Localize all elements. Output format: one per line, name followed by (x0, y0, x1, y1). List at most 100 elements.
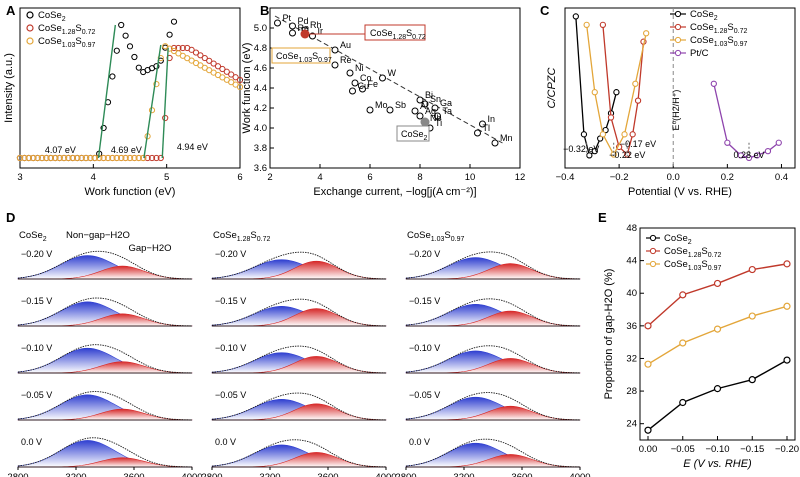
panel-b-point-label: Ti (435, 118, 442, 128)
panel-e-ytick-label: 48 (626, 223, 637, 234)
panel-b-ylabel: Work function (eV) (241, 43, 253, 134)
panel-a-legend-1: CoSe1.28S0.72 (38, 23, 95, 36)
panel-b-ytick-label: 4.4 (254, 83, 267, 94)
panel-e-ytick-label: 28 (626, 386, 637, 397)
panel-c-annotation-2: −0.22 eV (609, 150, 645, 160)
panel-b-ytick-label: 4.2 (254, 103, 267, 114)
panel-b-point-label: Ir (318, 26, 324, 36)
panel-e-ytick-label: 24 (626, 419, 637, 430)
panel-a-marker-2 (153, 81, 160, 88)
panel-a-xtick-label: 5 (164, 172, 169, 183)
panel-b-point-label: Mo (375, 100, 388, 110)
panel-b-highlight-label-1: CoSe1.28S0.72 (370, 28, 426, 41)
panel-b-highlight-cose128 (300, 29, 310, 39)
panel-a-marker-2 (65, 154, 72, 162)
panel-c-marker-2 (599, 131, 607, 138)
panel-c-legend-marker-0 (674, 10, 682, 18)
panel-b-point-ag (416, 112, 424, 120)
panel-b-xtick-label: 12 (515, 172, 526, 183)
panel-e-legend-marker-0 (649, 234, 657, 242)
panel-c-ylabel: C/CPZC (546, 67, 558, 108)
panel-a-marker-1 (179, 44, 186, 52)
panel-c-marker-1 (607, 114, 615, 121)
panel-a-marker-2 (118, 154, 125, 162)
panel-d-potential-label: 0.0 V (215, 437, 236, 447)
panel-e-marker-1 (644, 322, 652, 330)
panel-c-xtick-label: −0.4 (556, 172, 575, 183)
panel-a-xtick-label: 6 (237, 172, 242, 183)
panel-d-raw-spectrum (211, 345, 387, 374)
panel-a-marker-2 (56, 154, 63, 162)
panel-e-ylabel: Proportion of gap-H2O (%) (603, 269, 615, 400)
panel-a-marker-2 (34, 154, 41, 162)
panel-a-marker-2 (30, 154, 37, 162)
panel-b-ytick-label: 4.8 (254, 43, 267, 54)
panel-b-xtick-label: 4 (317, 172, 322, 183)
panel-a-marker-2 (100, 154, 107, 162)
panel-a-annotation-3: 4.94 eV (177, 142, 208, 152)
panel-a-marker-0 (131, 53, 138, 61)
panel-e-legend-1: CoSe1.28S0.72 (664, 246, 721, 259)
panel-e-line-2 (647, 305, 788, 365)
panel-d-potential-label: −0.05 V (215, 390, 246, 400)
panel-e-legend-marker-1 (649, 247, 657, 255)
panel-c-label: C (540, 3, 550, 18)
panel-d-raw-spectrum (405, 251, 581, 280)
panel-b-xlabel: Exchange current, −log[j(A cm⁻²)] (313, 186, 476, 198)
panel-a-marker-1 (206, 57, 213, 64)
panel-a-xtick-label: 3 (17, 172, 22, 183)
panel-b-point-label: Sb (395, 100, 406, 110)
panel-e-xtick-label: −0.05 (671, 444, 695, 455)
panel-d-gap-label: Gap−H2O (128, 243, 171, 254)
panel-e-marker-0 (679, 398, 687, 407)
panel-e-marker-0 (748, 376, 756, 384)
panel-c-legend-marker-2 (674, 36, 682, 44)
panel-b-highlight-label-3: CoSe2 (401, 129, 428, 142)
panel-c-marker-0 (613, 89, 620, 96)
panel-b-point-label: Pd (298, 16, 309, 26)
panel-c-legend-1: CoSe1.28S0.72 (690, 22, 747, 35)
panel-e-ytick-label: 36 (626, 321, 637, 332)
panel-b-ytick-label: 4.6 (254, 63, 267, 74)
panel-a-marker-1 (144, 154, 151, 162)
panel-b-point-label: Ni (355, 63, 364, 73)
panel-b-point-label: Nb (430, 113, 442, 123)
panel-b-point-label: Mn (500, 133, 513, 143)
panel-e-marker-2 (679, 339, 687, 347)
panel-b-point-pt (274, 19, 281, 27)
panel-a-marker-0 (153, 63, 160, 70)
panel-c-xtick-label: 0.2 (721, 172, 734, 183)
panel-a-marker-2 (131, 154, 138, 162)
panel-b-point-fe (359, 85, 366, 93)
panel-e-xtick-label: −0.10 (705, 444, 729, 455)
panel-d-potential-label: 0.0 V (409, 437, 430, 447)
panel-b-point-label: Re (340, 55, 352, 65)
panel-c-e0-label: E⁰(H2/H⁺) (671, 90, 681, 131)
panel-a-marker-2 (47, 154, 54, 162)
panel-d-potential-label: −0.20 V (215, 249, 246, 259)
panel-a-marker-2 (91, 154, 98, 162)
panel-b-highlight-box-2 (271, 47, 331, 64)
panel-a-marker-2 (104, 154, 112, 162)
panel-a-marker-0 (126, 43, 134, 50)
panel-c-marker-0 (591, 148, 598, 155)
panel-a-xlabel: Work function (eV) (85, 186, 176, 198)
panel-d-label: D (6, 210, 15, 225)
panel-b-xtick-label: 8 (417, 172, 422, 183)
panel-b-point-sb (386, 106, 394, 114)
panel-d-potential-label: 0.0 V (21, 437, 42, 447)
panel-b-point-label: Bi (425, 90, 433, 100)
panel-b-point-label: Ag (425, 106, 436, 116)
panel-d-potential-label: −0.20 V (21, 249, 52, 259)
panel-d-raw-spectrum (17, 391, 193, 421)
panel-a-legend-marker-1 (26, 24, 34, 32)
panel-d-potential-label: −0.15 V (409, 296, 440, 306)
panel-c-marker-1 (629, 131, 636, 138)
panel-a-fit-line-1 (143, 44, 162, 159)
panel-e-ytick-label: 40 (626, 288, 637, 299)
panel-b-point-au (331, 46, 339, 54)
panel-c-legend-0: CoSe2 (690, 9, 718, 22)
panel-d-potential-label: −0.15 V (21, 296, 52, 306)
panel-d-xtick-label: 4000 (375, 472, 396, 477)
